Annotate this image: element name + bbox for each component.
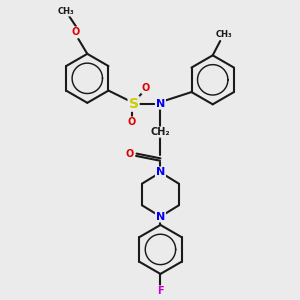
Text: O: O bbox=[128, 117, 136, 127]
Text: CH₃: CH₃ bbox=[216, 30, 232, 39]
Text: O: O bbox=[126, 148, 134, 159]
Text: O: O bbox=[72, 27, 80, 37]
Text: N: N bbox=[156, 99, 165, 109]
Text: CH₂: CH₂ bbox=[151, 127, 170, 137]
Text: F: F bbox=[157, 286, 164, 296]
Text: CH₃: CH₃ bbox=[58, 7, 74, 16]
Text: O: O bbox=[142, 83, 150, 93]
Text: S: S bbox=[129, 97, 139, 111]
Text: N: N bbox=[156, 167, 165, 177]
Text: N: N bbox=[156, 212, 165, 222]
